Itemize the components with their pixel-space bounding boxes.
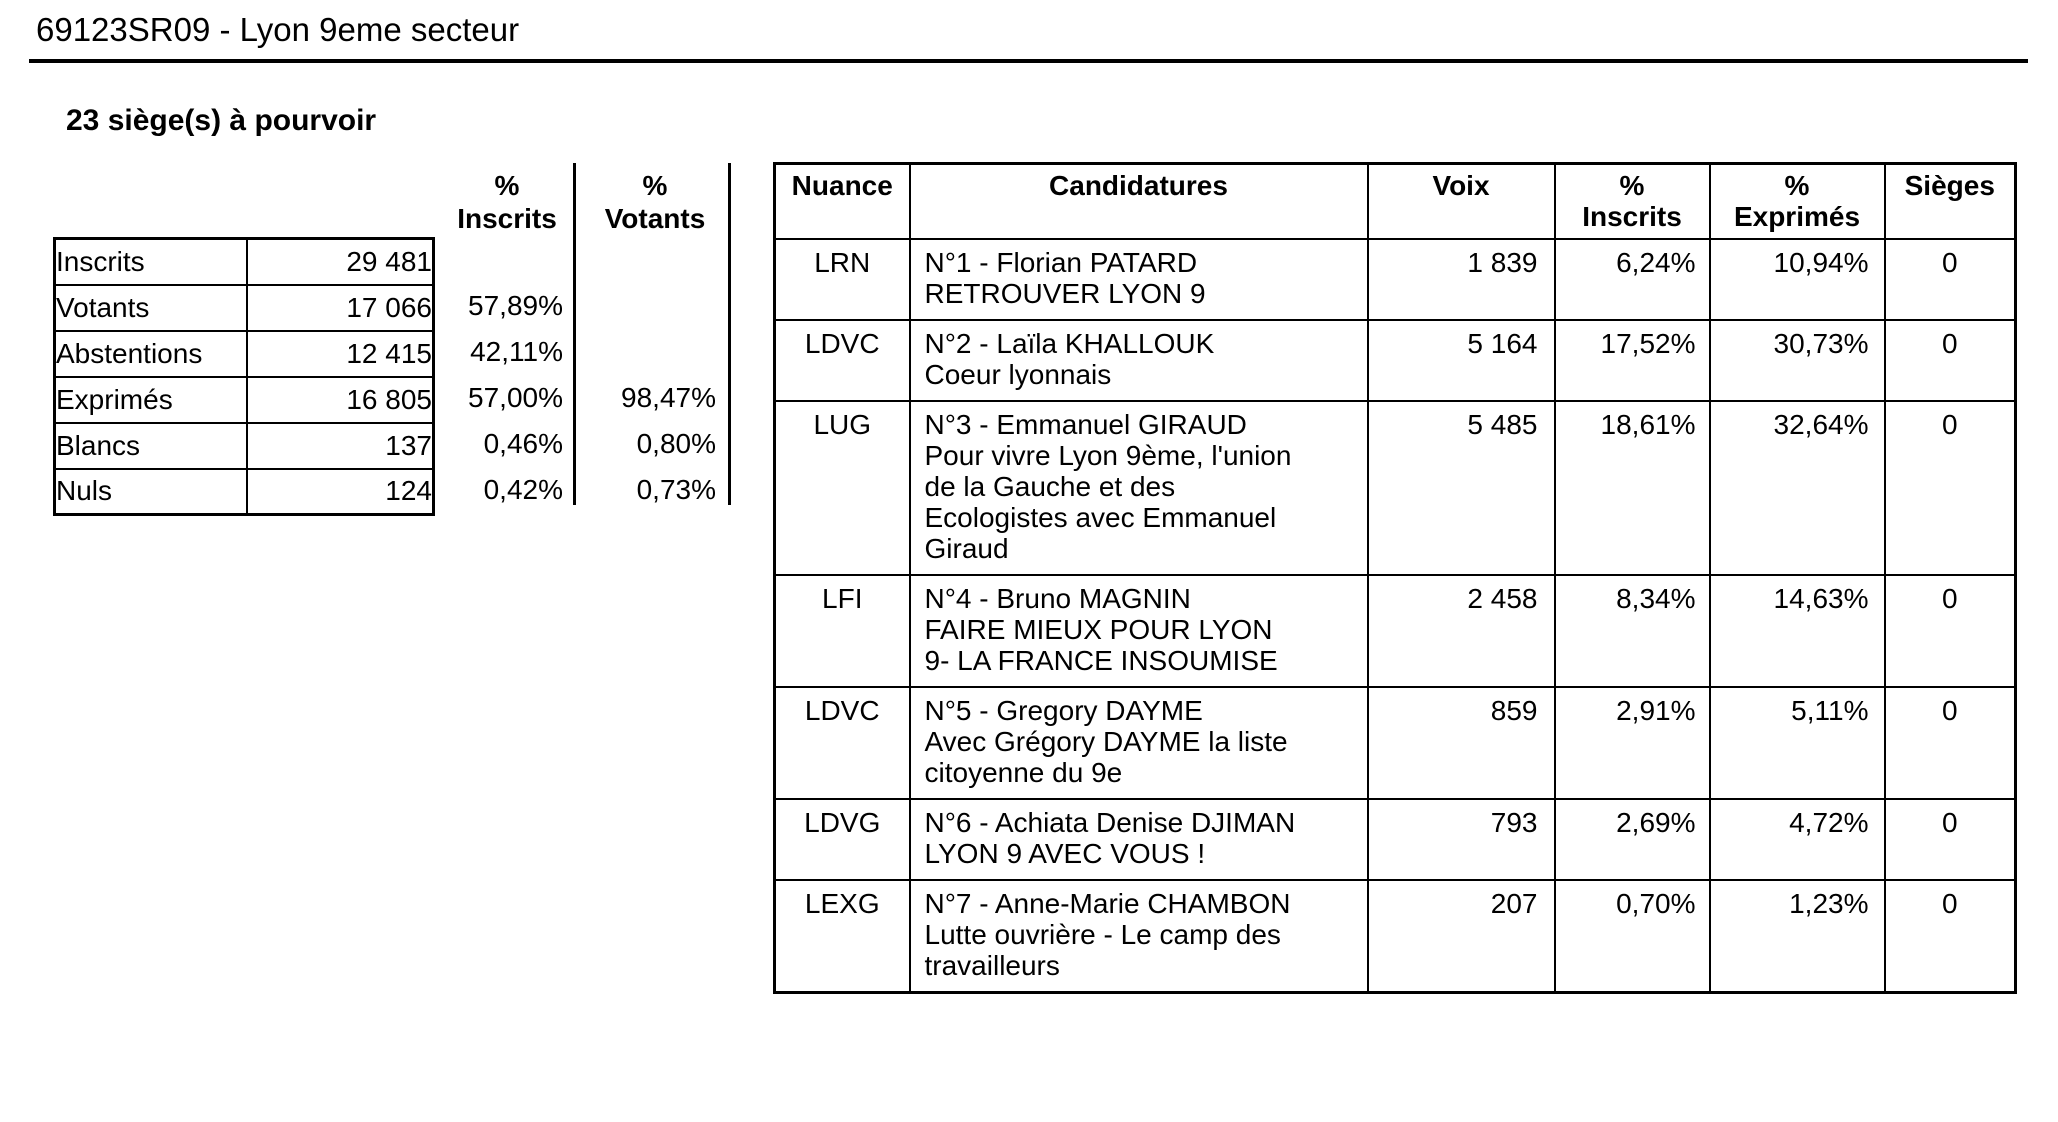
results-row: LDVC N°2 - Laïla KHALLOUK Coeur lyonnais 5… [773, 319, 2017, 402]
summary-pct-votants-value: 98,47% [621, 382, 716, 413]
results-row: LUG N°3 - Emmanuel GIRAUD Pour vivre Lyon… [773, 400, 2017, 576]
summary-pct-votants-column: 98,47% 0,80% 0,73% [585, 237, 716, 513]
pct-inscrits-cell: 0,70% [1553, 879, 1711, 994]
pct-exprimes-cell: 5,11% [1708, 686, 1886, 800]
nuance-cell: LDVC [773, 319, 911, 402]
summary-row: Votants 17 066 [53, 283, 435, 332]
summary-row: Blancs 137 [53, 421, 435, 470]
pct-exprimes-cell: 32,64% [1708, 400, 1886, 576]
pct-inscrits-cell: 8,34% [1553, 574, 1711, 688]
voix-cell: 793 [1366, 798, 1556, 881]
summary-value: 124 [245, 467, 435, 516]
summary-pct-votants-value: 0,80% [636, 428, 716, 459]
summary-pct-votants-header: % Votants [604, 170, 706, 234]
sieges-cell: 0 [1883, 879, 2017, 994]
separator-line-inscrits [573, 163, 576, 505]
pct-inscrits-cell: 18,61% [1553, 400, 1711, 576]
summary-label: Exprimés [53, 375, 248, 424]
summary-table: Inscrits 29 481 Votants 17 066 Abstentions 12… [53, 237, 435, 516]
voix-cell: 2 458 [1366, 574, 1556, 688]
results-header-cell: Voix [1366, 162, 1556, 240]
results-header-cell: % Exprimés [1708, 162, 1886, 240]
pct-exprimes-cell: 1,23% [1708, 879, 1886, 994]
nuance-cell: LFI [773, 574, 911, 688]
candidature-cell: N°2 - Laïla KHALLOUK Coeur lyonnais [908, 319, 1369, 402]
summary-pct-inscrits-value: 0,42% [483, 474, 563, 505]
results-row: LFI N°4 - Bruno MAGNIN FAIRE MIEUX POUR L… [773, 574, 2017, 688]
summary-pct-inscrits-value [437, 237, 563, 283]
voix-cell: 5 164 [1366, 319, 1556, 402]
results-header-cell: % Inscrits [1553, 162, 1711, 240]
results-row: LRN N°1 - Florian PATARD RETROUVER LYON 9… [773, 238, 2017, 321]
separator-line-votants [728, 163, 731, 505]
summary-value: 16 805 [245, 375, 435, 424]
summary-row: Nuls 124 [53, 467, 435, 516]
results-row: LDVC N°5 - Gregory DAYME Avec Grégory DAY… [773, 686, 2017, 800]
page-title: 69123SR09 - Lyon 9eme secteur [36, 11, 520, 48]
summary-value: 137 [245, 421, 435, 470]
summary-pct-votants-value: 0,73% [636, 474, 716, 505]
summary-pct-votants-value [585, 237, 716, 283]
candidature-cell: N°5 - Gregory DAYME Avec Grégory DAYME l… [908, 686, 1369, 800]
title-underline [29, 59, 2028, 63]
nuance-cell: LUG [773, 400, 911, 576]
results-row: LEXG N°7 - Anne-Marie CHAMBON Lutte ouvri… [773, 879, 2017, 994]
nuance-cell: LRN [773, 238, 911, 321]
results-header-cell: Sièges [1883, 162, 2017, 240]
summary-pct-inscrits-value: 57,89% [468, 290, 563, 321]
summary-pct-votants-value [585, 283, 716, 329]
candidature-cell: N°4 - Bruno MAGNIN FAIRE MIEUX POUR LYON… [908, 574, 1369, 688]
summary-pct-inscrits-value: 57,00% [468, 382, 563, 413]
nuance-cell: LDVC [773, 686, 911, 800]
pct-exprimes-cell: 4,72% [1708, 798, 1886, 881]
pct-inscrits-cell: 6,24% [1553, 238, 1711, 321]
summary-pct-inscrits-column: 57,89% 42,11% 57,00% 0,46% 0,42% [437, 237, 563, 513]
pct-exprimes-cell: 30,73% [1708, 319, 1886, 402]
summary-label: Blancs [53, 421, 248, 470]
summary-label: Abstentions [53, 329, 248, 378]
voix-cell: 1 839 [1366, 238, 1556, 321]
summary-row: Abstentions 12 415 [53, 329, 435, 378]
candidature-cell: N°3 - Emmanuel GIRAUD Pour vivre Lyon 9è… [908, 400, 1369, 576]
summary-pct-inscrits-value: 0,46% [483, 428, 563, 459]
summary-pct-inscrits-value: 42,11% [470, 336, 563, 367]
summary-row: Inscrits 29 481 [53, 237, 435, 286]
seats-heading: 23 siège(s) à pourvoir [66, 104, 377, 137]
results-header-cell: Candidatures [908, 162, 1369, 240]
results-header-row: Nuance Candidatures Voix% Inscrits% Exprim… [773, 162, 2017, 240]
voix-cell: 207 [1366, 879, 1556, 994]
summary-label: Nuls [53, 467, 248, 516]
nuance-cell: LEXG [773, 879, 911, 994]
nuance-cell: LDVG [773, 798, 911, 881]
sieges-cell: 0 [1883, 798, 2017, 881]
sieges-cell: 0 [1883, 686, 2017, 800]
summary-value: 17 066 [245, 283, 435, 332]
summary-value: 12 415 [245, 329, 435, 378]
candidature-cell: N°6 - Achiata Denise DJIMAN LYON 9 AVEC … [908, 798, 1369, 881]
sieges-cell: 0 [1883, 319, 2017, 402]
pct-exprimes-cell: 10,94% [1708, 238, 1886, 321]
candidature-cell: N°7 - Anne-Marie CHAMBON Lutte ouvrière … [908, 879, 1369, 994]
results-table: Nuance Candidatures Voix% Inscrits% Exprim… [773, 162, 2017, 994]
results-row: LDVG N°6 - Achiata Denise DJIMAN LYON 9 A… [773, 798, 2017, 881]
pct-inscrits-cell: 2,69% [1553, 798, 1711, 881]
voix-cell: 859 [1366, 686, 1556, 800]
sieges-cell: 0 [1883, 400, 2017, 576]
summary-pct-votants-value [585, 329, 716, 375]
summary-label: Inscrits [53, 237, 248, 286]
pct-inscrits-cell: 17,52% [1553, 319, 1711, 402]
summary-pct-inscrits-header: % Inscrits [457, 170, 557, 234]
sieges-cell: 0 [1883, 238, 2017, 321]
results-header-cell: Nuance [773, 162, 911, 240]
candidature-cell: N°1 - Florian PATARD RETROUVER LYON 9 [908, 238, 1369, 321]
sieges-cell: 0 [1883, 574, 2017, 688]
summary-value: 29 481 [245, 237, 435, 286]
voix-cell: 5 485 [1366, 400, 1556, 576]
summary-row: Exprimés 16 805 [53, 375, 435, 424]
summary-label: Votants [53, 283, 248, 332]
pct-inscrits-cell: 2,91% [1553, 686, 1711, 800]
pct-exprimes-cell: 14,63% [1708, 574, 1886, 688]
